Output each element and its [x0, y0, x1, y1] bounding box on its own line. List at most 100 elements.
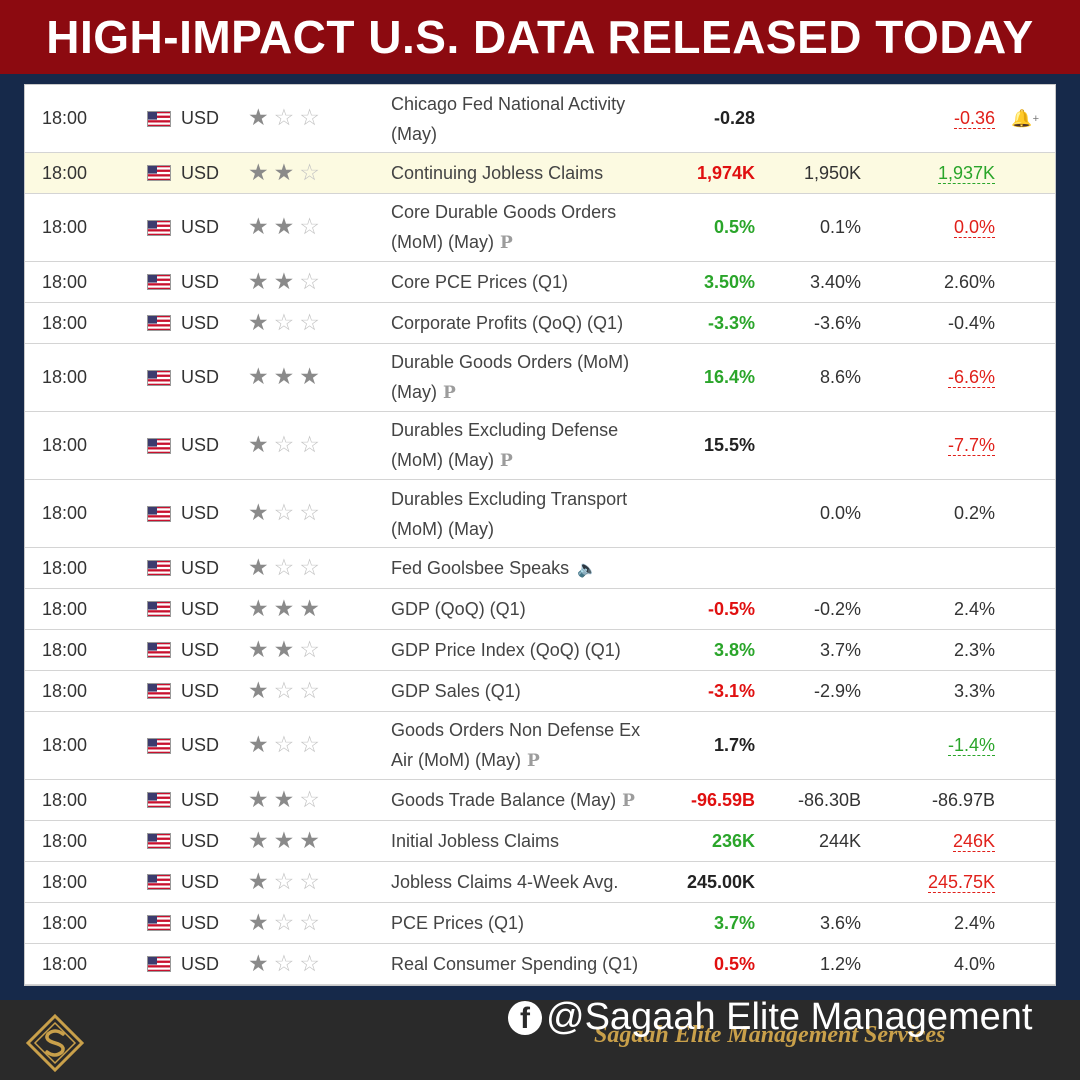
event-name-line1: GDP Sales (Q1)	[391, 681, 521, 701]
table-row[interactable]: 18:00 USD ★ ☆ ☆ Durables Excluding Defense (M…	[25, 412, 1055, 480]
forecast-value: -2.9%	[813, 680, 861, 701]
us-flag-icon	[147, 833, 171, 849]
currency-code: USD	[181, 953, 220, 974]
event-name-line2: (May) P	[391, 382, 456, 403]
event-name-line1: Jobless Claims 4-Week Avg.	[391, 872, 619, 892]
us-flag-icon	[147, 915, 171, 931]
star-empty-icon: ☆	[299, 105, 320, 131]
actual-value: 0.5%	[713, 953, 755, 974]
table-row[interactable]: 18:00 USD ★ ☆ ☆ Goods Orders Non Defense Ex A…	[25, 712, 1055, 780]
star-empty-icon: ☆	[273, 554, 295, 581]
event-name-line1: Fed Goolsbee Speaks 🔈	[391, 557, 598, 578]
previous-value: -1.4%	[947, 735, 995, 756]
star-filled-icon: ★	[248, 909, 269, 936]
event-name[interactable]: Initial Jobless Claims	[391, 821, 676, 861]
star-filled-icon: ★	[273, 636, 295, 663]
event-name[interactable]: Durable Goods Orders (MoM) (May) P	[391, 344, 676, 411]
event-name[interactable]: Jobless Claims 4-Week Avg.	[391, 862, 676, 902]
previous-value-cell: 2.4%	[954, 589, 995, 629]
previous-value-cell: 246K	[952, 821, 995, 861]
event-time: 18:00	[42, 557, 88, 578]
table-row[interactable]: 18:00 USD ★ ★ ☆ Continuing Jobless Claims 1,9…	[25, 153, 1055, 194]
social-handle-block[interactable]: f @Sagaah Elite Management	[508, 996, 1032, 1039]
table-row[interactable]: 18:00 USD ★ ☆ ☆ Chicago Fed National Activit…	[25, 85, 1055, 153]
previous-value-cell: 4.0%	[954, 944, 995, 984]
star-filled-icon: ★	[248, 827, 269, 854]
event-name[interactable]: Corporate Profits (QoQ) (Q1)	[391, 303, 676, 343]
previous-value: 2.4%	[953, 912, 995, 933]
forecast-value: 3.7%	[819, 639, 861, 660]
event-name[interactable]: Goods Trade Balance (May) P	[391, 780, 676, 820]
table-row[interactable]: 18:00 USD ★ ★ ★ Initial Jobless Claims 236K 24…	[25, 821, 1055, 862]
event-name[interactable]: GDP Price Index (QoQ) (Q1)	[391, 630, 676, 670]
event-name-line2: (MoM) (May) P	[391, 232, 513, 253]
table-row[interactable]: 18:00 USD ★ ☆ ☆ PCE Prices (Q1) 3.7% 3.6% 2.4%	[25, 903, 1055, 944]
importance-stars: ★ ★ ★	[248, 821, 325, 861]
table-row[interactable]: 18:00 USD ★ ☆ ☆ Corporate Profits (QoQ) (Q1)…	[25, 303, 1055, 344]
importance-stars: ★ ☆ ☆	[248, 85, 325, 152]
previous-value-cell: 2.60%	[944, 262, 995, 302]
event-name[interactable]: Core Durable Goods Orders (MoM) (May) P	[391, 194, 676, 261]
event-name[interactable]: Fed Goolsbee Speaks 🔈	[391, 548, 676, 588]
table-row[interactable]: 18:00 USD ★ ☆ ☆ Real Consumer Spending (Q1) 0…	[25, 944, 1055, 985]
table-row[interactable]: 18:00 USD ★ ★ ★ GDP (QoQ) (Q1) -0.5% -0.2% 2.4%	[25, 589, 1055, 630]
event-time: 18:00	[42, 639, 88, 660]
table-row[interactable]: 18:00 USD ★ ☆ ☆ Durables Excluding Transport…	[25, 480, 1055, 548]
table-row[interactable]: 18:00 USD ★ ☆ ☆ Jobless Claims 4-Week Avg. 24…	[25, 862, 1055, 903]
event-name[interactable]: Chicago Fed National Activity (May)	[391, 85, 676, 152]
importance-stars: ★ ☆ ☆	[248, 548, 325, 588]
table-row[interactable]: 18:00 USD ★ ★ ☆ Goods Trade Balance (May) P -9…	[25, 780, 1055, 821]
star-filled-icon: ★	[273, 827, 295, 854]
star-filled-icon: ★	[299, 827, 320, 854]
forecast-value: -3.6%	[813, 312, 861, 333]
star-empty-icon: ☆	[299, 500, 320, 526]
event-time: 18:00	[42, 367, 88, 387]
previous-value: 3.3%	[953, 680, 995, 701]
event-name[interactable]: Continuing Jobless Claims	[391, 153, 676, 193]
us-flag-icon	[147, 737, 171, 754]
event-name[interactable]: Real Consumer Spending (Q1)	[391, 944, 676, 984]
previous-value: 0.0%	[953, 217, 995, 238]
star-filled-icon: ★	[273, 214, 295, 240]
previous-value: 2.3%	[953, 639, 995, 660]
bell-plus-icon[interactable]: 🔔 +	[1011, 108, 1039, 128]
star-filled-icon: ★	[248, 786, 269, 813]
table-row[interactable]: 18:00 USD ★ ☆ ☆ Fed Goolsbee Speaks 🔈	[25, 548, 1055, 589]
event-name-line1: Initial Jobless Claims	[391, 831, 560, 851]
table-row[interactable]: 18:00 USD ★ ★ ☆ Core Durable Goods Orders (Mo…	[25, 194, 1055, 262]
star-empty-icon: ☆	[299, 786, 320, 813]
forecast-value: 3.6%	[819, 912, 861, 933]
event-name[interactable]: PCE Prices (Q1)	[391, 903, 676, 943]
currency-code: USD	[181, 830, 220, 851]
event-name-line2: Air (MoM) (May) P	[391, 750, 540, 771]
event-name-line1: Real Consumer Spending (Q1)	[391, 954, 639, 974]
event-time: 18:00	[42, 912, 88, 933]
importance-stars: ★ ☆ ☆	[248, 862, 325, 902]
event-time: 18:00	[42, 830, 88, 851]
company-name: Sagaah Elite Management Services	[594, 1022, 946, 1048]
star-empty-icon: ☆	[273, 950, 295, 977]
star-filled-icon: ★	[273, 268, 295, 295]
table-row[interactable]: 18:00 USD ★ ☆ ☆ GDP Sales (Q1) -3.1% -2.9% 3.3%	[25, 671, 1055, 712]
event-name[interactable]: Durables Excluding Transport (MoM) (May)	[391, 480, 676, 547]
star-empty-icon: ☆	[299, 268, 320, 295]
importance-stars: ★ ★ ★	[248, 344, 325, 411]
event-name[interactable]: GDP Sales (Q1)	[391, 671, 676, 711]
event-name[interactable]: Goods Orders Non Defense Ex Air (MoM) (Ma…	[391, 712, 676, 779]
event-name-line2: (May)	[391, 123, 437, 144]
event-name[interactable]: Core PCE Prices (Q1)	[391, 262, 676, 302]
table-row[interactable]: 18:00 USD ★ ★ ☆ Core PCE Prices (Q1) 3.50% 3.4…	[25, 262, 1055, 303]
previous-value-cell: 0.0%	[953, 194, 995, 261]
preliminary-badge: P	[499, 451, 513, 471]
star-filled-icon: ★	[248, 432, 269, 458]
table-row[interactable]: 18:00 USD ★ ★ ☆ GDP Price Index (QoQ) (Q1) 3.…	[25, 630, 1055, 671]
us-flag-icon	[147, 956, 171, 972]
table-row[interactable]: 18:00 USD ★ ★ ★ Durable Goods Orders (MoM) (M…	[25, 344, 1055, 412]
event-name[interactable]: Durables Excluding Defense (MoM) (May) P	[391, 412, 676, 479]
star-empty-icon: ☆	[273, 432, 295, 458]
event-name[interactable]: GDP (QoQ) (Q1)	[391, 589, 676, 629]
speaker-icon[interactable]: 🔈	[577, 558, 598, 578]
star-filled-icon: ★	[248, 868, 269, 895]
event-time: 18:00	[42, 108, 88, 128]
preliminary-badge: P	[443, 383, 456, 403]
